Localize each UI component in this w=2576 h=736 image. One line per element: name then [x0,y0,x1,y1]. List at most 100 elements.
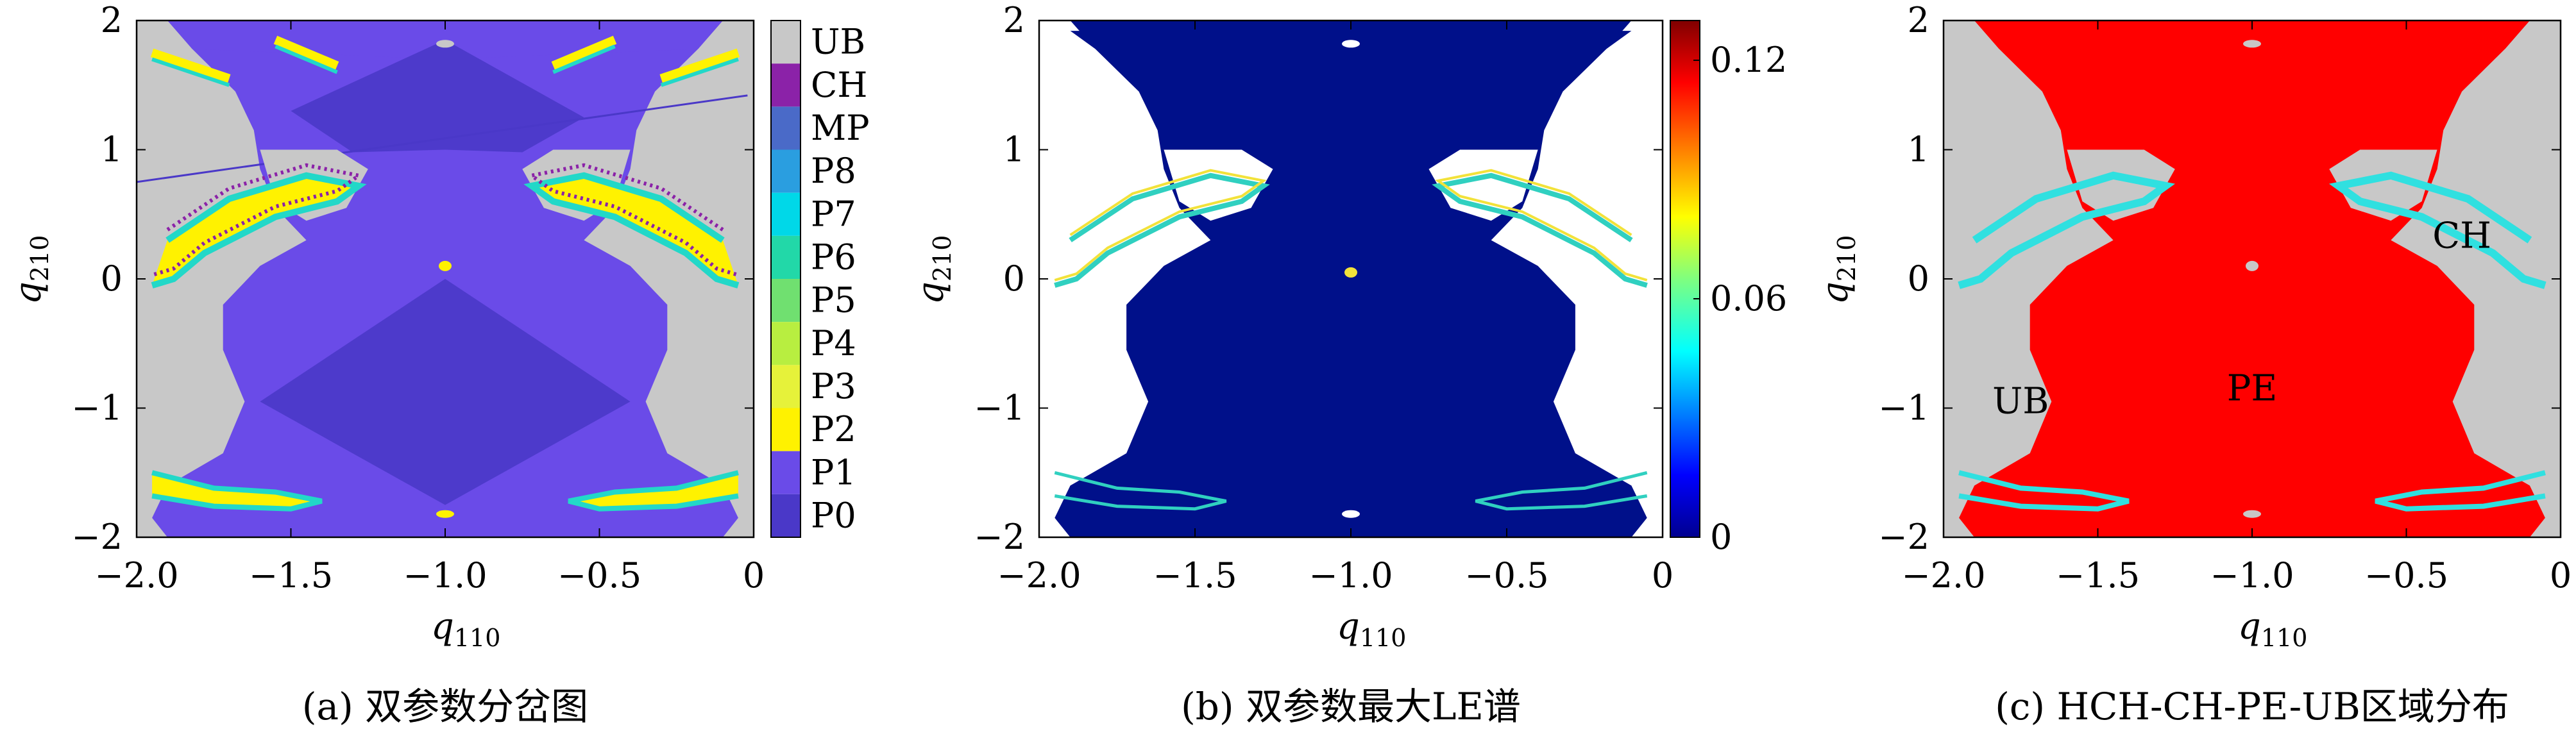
x-axis-label: q110 [2238,606,2307,652]
panel-caption: (a) 双参数分岔图 [302,685,588,728]
le-edge-cyan [1054,172,1270,288]
x-axis-label-main: q [431,606,454,648]
legend-entry-label: P2 [811,409,856,449]
x-tick-label: −0.5 [557,555,641,596]
le-edge-yellow [1054,169,1267,281]
x-axis-label-main: q [2238,606,2261,648]
x-tick-label: 0 [743,555,765,596]
colorbar-tick-label: 0 [1710,517,1732,557]
region-label-pe: PE [2227,367,2278,409]
region-p2-stripe [150,48,231,83]
x-tick-label: 0 [2550,555,2572,596]
region-p6-edge [151,172,367,289]
legend-entry-label: P7 [811,194,856,234]
x-axis-label-main: q [1337,606,1360,648]
x-tick-label: −0.5 [1464,555,1548,596]
le-edge-yellow [1435,169,1648,281]
legend-swatch [771,21,801,64]
y-axis-label: q210 [910,235,956,305]
region-ch-band [2328,171,2546,289]
x-axis-label: q110 [1337,606,1406,652]
legend-entry-label: P6 [811,237,856,277]
x-tick-label: −1.5 [1153,555,1237,596]
region-p7-stripe [151,57,230,87]
x-tick-label: −1.0 [1309,555,1393,596]
y-tick-label: 1 [101,130,123,170]
x-tick-label: −1.5 [249,555,333,596]
y-tick-label: 0 [101,258,123,299]
panel-caption: (c) HCH-CH-PE-UB区域分布 [1995,685,2509,728]
y-tick-label: 0 [1908,258,1929,299]
region-p2-stripe [273,35,339,70]
y-tick-label: 1 [1908,130,1929,170]
y-tick-label: −1 [1878,388,1929,428]
colorbar-tick-label: 0.06 [1710,278,1787,319]
legend-swatch [771,322,801,365]
legend-swatch [771,279,801,322]
region-label-ch: CH [2432,215,2491,257]
y-tick-label: 0 [1003,258,1025,299]
hole-left [1164,149,1273,221]
legend-swatch [771,149,801,193]
y-axis-label-sub: 210 [1833,235,1861,282]
colorbar-ramp [1670,20,1700,538]
bottom-dot [1342,510,1360,518]
legend-entry-label: P3 [811,366,856,406]
region-ch-lower-band [2375,470,2546,512]
x-tick-label: −1.5 [2056,555,2140,596]
legend-entry-label: MP [811,108,870,148]
y-tick-label: 2 [1908,0,1929,40]
y-tick-label: −1 [71,388,123,428]
le-edge-cyan [1432,172,1648,288]
legend-entry-label: CH [811,65,867,105]
notch-right [2483,356,2561,467]
y-tick-label: 2 [101,0,123,40]
legend-swatch [771,494,801,537]
region-label-ub: UB [1992,380,2049,422]
top-dot [1342,40,1360,48]
x-tick-label: −0.5 [2364,555,2448,596]
y-axis-label: q210 [8,235,54,305]
region-p7-stripe [275,44,338,74]
panel-caption: (b) 双参数最大LE谱 [1181,685,1521,728]
region-ch-edge [527,163,739,277]
panel-c-plot-area: UB PE CH [1944,21,2561,537]
boundary-line [137,94,748,183]
y-axis-label-main: q [8,281,49,305]
y-tick-label: −1 [974,388,1025,428]
notch-right [1584,356,1663,467]
region-p2-stripe [551,35,617,70]
y-tick-label: 1 [1003,130,1025,170]
x-axis-label-sub: 110 [454,624,501,652]
top-dot [436,40,454,48]
x-tick-label: −1.0 [2210,555,2294,596]
hole-right [1428,149,1538,221]
panel-a-plot-area [137,21,754,537]
x-axis-label-sub: 110 [2261,624,2308,652]
y-axis-label-main: q [1815,281,1856,305]
le-lower-edge [1054,471,1227,511]
legend-frame [770,20,801,538]
center-dot [2246,260,2258,271]
region-ub-notch [676,356,754,467]
y-axis-label: q210 [1815,235,1861,305]
region-p0-upper [291,40,584,153]
y-axis-label-sub: 210 [26,235,54,282]
x-axis-label-sub: 110 [1360,624,1407,652]
legend-swatch [771,106,801,150]
y-axis-label-sub: 210 [928,235,956,282]
legend-entry-label: UB [811,22,865,62]
colorbar: 0.12 0.06 0 [1670,20,1787,557]
region-p6-edge [523,172,740,289]
legend-entry-label: P4 [811,323,856,364]
legend-entry-label: P0 [811,495,856,535]
bottom-dot [2243,510,2261,518]
x-axis-label: q110 [431,606,500,652]
panel-b-plot-area [1039,21,1663,537]
le-lower-edge [1475,471,1648,511]
region-p0-lower [260,279,631,505]
y-tick-label: 2 [1003,0,1025,40]
region-p2-stripe [659,48,740,83]
